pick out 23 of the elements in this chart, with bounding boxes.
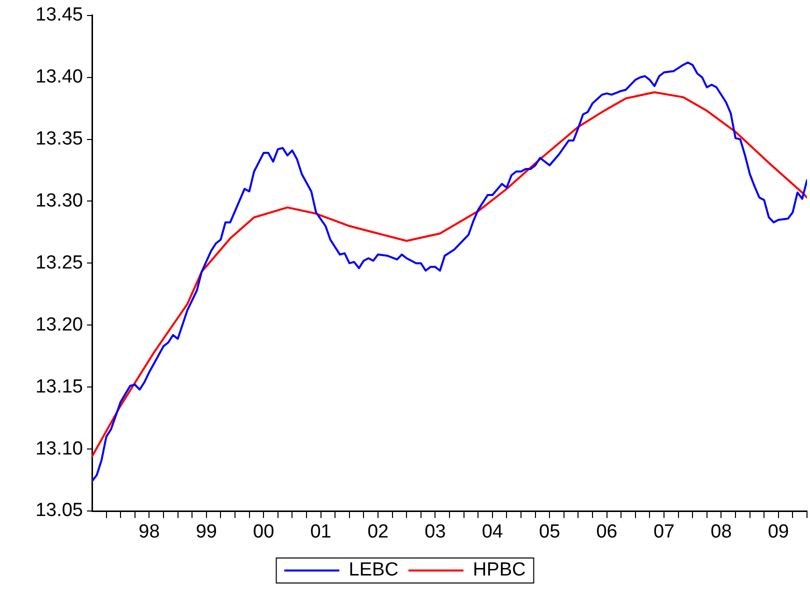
x-tick-label: 05 [539,522,560,543]
x-tick-label: 04 [482,522,504,543]
x-tick-label: 98 [138,522,160,543]
x-tick-label: 06 [596,522,618,543]
y-tick-label: 13.40 [35,66,83,88]
x-tick-label: 07 [653,522,675,543]
x-tick-label: 99 [196,522,217,543]
legend-label: LEBC [348,560,398,581]
y-tick-label: 13.30 [35,190,83,212]
x-tick-label: 02 [367,522,389,543]
y-tick-label: 13.15 [35,376,83,398]
x-tick-label: 08 [710,522,732,543]
y-tick-label: 13.05 [35,500,83,522]
y-tick-label: 13.45 [35,4,83,26]
x-tick-label: 01 [310,522,332,543]
x-tick-label: 09 [768,522,789,543]
y-tick-label: 13.35 [35,128,83,150]
legend-label: HPBC [472,560,526,581]
x-tick-label: 03 [424,522,446,543]
x-tick-label: 00 [253,522,274,543]
y-tick-label: 13.10 [35,438,83,460]
y-tick-label: 13.25 [35,252,83,274]
y-tick-label: 13.20 [35,314,83,336]
